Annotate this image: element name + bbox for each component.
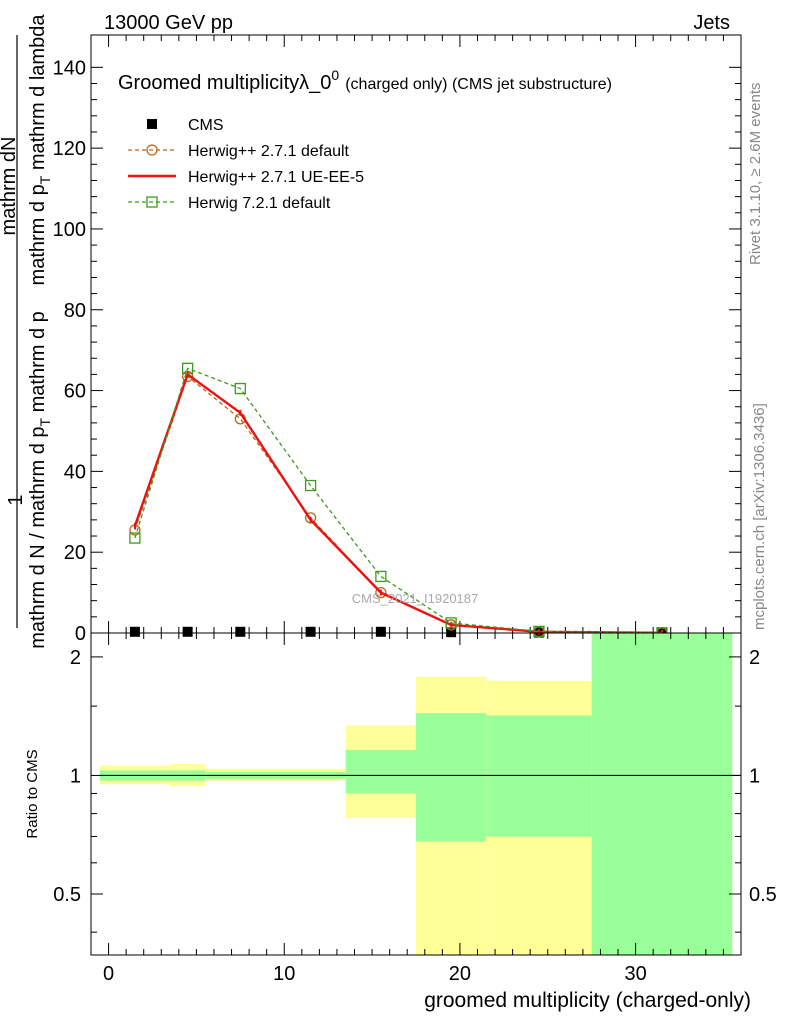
xtick-label-3: 30	[624, 963, 646, 985]
point-cms-0	[129, 626, 140, 637]
ylabel-one: 1	[5, 494, 27, 505]
point-cms-3	[305, 626, 316, 637]
ylabel-lower: mathrm d N / mathrm d pT mathrm d p	[27, 311, 53, 649]
rivet-version-label: Rivet 3.1.10, ≥ 2.6M events	[747, 83, 764, 266]
analysis-watermark: CMS_2021_I1920187	[352, 591, 479, 606]
ratio-panel: 0.5 0.5 1 1 2 2 0 10 20 30	[53, 632, 777, 985]
point-cms-5	[446, 627, 457, 638]
main-panel: 0 20 40 60 80 100 120 140	[53, 34, 742, 645]
plot-title-main: Groomed multiplicityλ_0	[118, 72, 331, 94]
ratio-ytick-label-right-2: 2	[749, 647, 760, 669]
ratio-ytick-label-left-1: 1	[70, 765, 81, 787]
main-y-axis: 0 20 40 60 80 100 120 140	[53, 57, 741, 645]
ylabel-fraction-top: mathrm dN	[0, 137, 20, 236]
legend-label-herwig-default: Herwig++ 2.7.1 default	[188, 143, 350, 160]
plot-title: Groomed multiplicityλ_00 (charged only) (…	[118, 67, 612, 94]
ratio-bands-group	[99, 633, 741, 955]
series-line-herwig7	[134, 367, 662, 634]
legend-marker-cms	[147, 119, 157, 129]
ylabel-fraction-bottom: mathrm d pT mathrm d lambda	[27, 14, 53, 286]
ylabel-fraction-bottom-sub: T	[37, 175, 53, 184]
point-cms-4	[375, 626, 386, 637]
legend-label-cms: CMS	[188, 117, 224, 134]
main-ytick-label-5: 100	[53, 219, 86, 241]
category-label: Jets	[693, 12, 730, 34]
plot-title-tail: (charged only) (CMS jet substructure)	[345, 76, 612, 93]
point-herwig_default-4	[375, 586, 387, 599]
ylabel-fraction-bottom-tail: mathrm d lambda	[27, 14, 49, 176]
legend-label-herwig7: Herwig 7.2.1 default	[188, 195, 331, 212]
ylabel-fraction-top-text: mathrm dN	[0, 137, 20, 236]
xtick-label-2: 20	[449, 963, 471, 985]
point-cms-2	[235, 626, 246, 637]
plot-title-sup: 0	[331, 67, 339, 83]
point-herwig7-4	[375, 570, 387, 583]
legend-marker-herwig7	[146, 196, 158, 208]
ylabel-lower-sub: T	[37, 417, 53, 426]
main-ytick-label-2: 40	[64, 461, 86, 483]
ratio-frame	[90, 632, 742, 956]
mcplots-label: mcplots.cern.ch [arXiv:1306.3436]	[751, 403, 768, 630]
ratio-ytick-label-left-2: 2	[70, 647, 81, 669]
main-ytick-label-4: 80	[64, 300, 86, 322]
main-ytick-label-1: 20	[64, 542, 86, 564]
point-herwig7-0	[129, 532, 141, 544]
x-axis-label: groomed multiplicity (charged-only)	[424, 989, 751, 1012]
energy-label: 13000 GeV pp	[104, 12, 233, 34]
ratio-ytick-label-left-0: 0.5	[53, 884, 81, 906]
ratio-ytick-label-right-0: 0.5	[749, 884, 777, 906]
ratio-y-axis: 0.5 0.5 1 1 2 2	[53, 647, 777, 933]
ratio-x-axis: 0 10 20 30	[90, 633, 742, 985]
xtick-label-0: 0	[103, 963, 114, 985]
series-line-herwig_ueee5	[133, 372, 662, 634]
ylabel-lower-text: mathrm d N / mathrm d p	[27, 426, 49, 648]
main-ytick-label-7: 140	[53, 57, 86, 79]
point-cms-1	[182, 626, 193, 637]
main-x-ticks	[90, 35, 742, 633]
legend: CMS Herwig++ 2.7.1 default Herwig++ 2.7.…	[128, 117, 364, 212]
point-herwig7-5	[445, 617, 457, 629]
point-herwig7-2	[234, 382, 246, 395]
ratio-band-inner-4	[345, 750, 416, 794]
point-herwig7-1	[181, 362, 194, 374]
point-herwig7-3	[304, 479, 317, 492]
ratio-y-axis-label: Ratio to CMS	[24, 749, 41, 838]
ratio-band-inner-5	[416, 713, 487, 842]
legend-marker-herwig-default	[146, 144, 158, 156]
legend-label-herwig-ueee5: Herwig++ 2.7.1 UE-EE-5	[188, 169, 364, 186]
main-ytick-label-6: 120	[53, 138, 86, 160]
main-ytick-label-3: 60	[64, 381, 86, 403]
ratio-ytick-label-right-1: 1	[749, 765, 760, 787]
ylabel-fraction-bottom-text: mathrm d p	[27, 184, 49, 285]
main-y-axis-label: 1 mathrm dN mathrm d pT mathrm d lambda …	[0, 14, 53, 649]
xtick-label-1: 10	[273, 963, 295, 985]
main-ytick-label-0: 0	[75, 623, 86, 645]
ratio-band-inner-7	[591, 633, 733, 955]
point-herwig7-6	[533, 625, 545, 638]
ylabel-lower-tail: mathrm d p	[27, 311, 49, 418]
